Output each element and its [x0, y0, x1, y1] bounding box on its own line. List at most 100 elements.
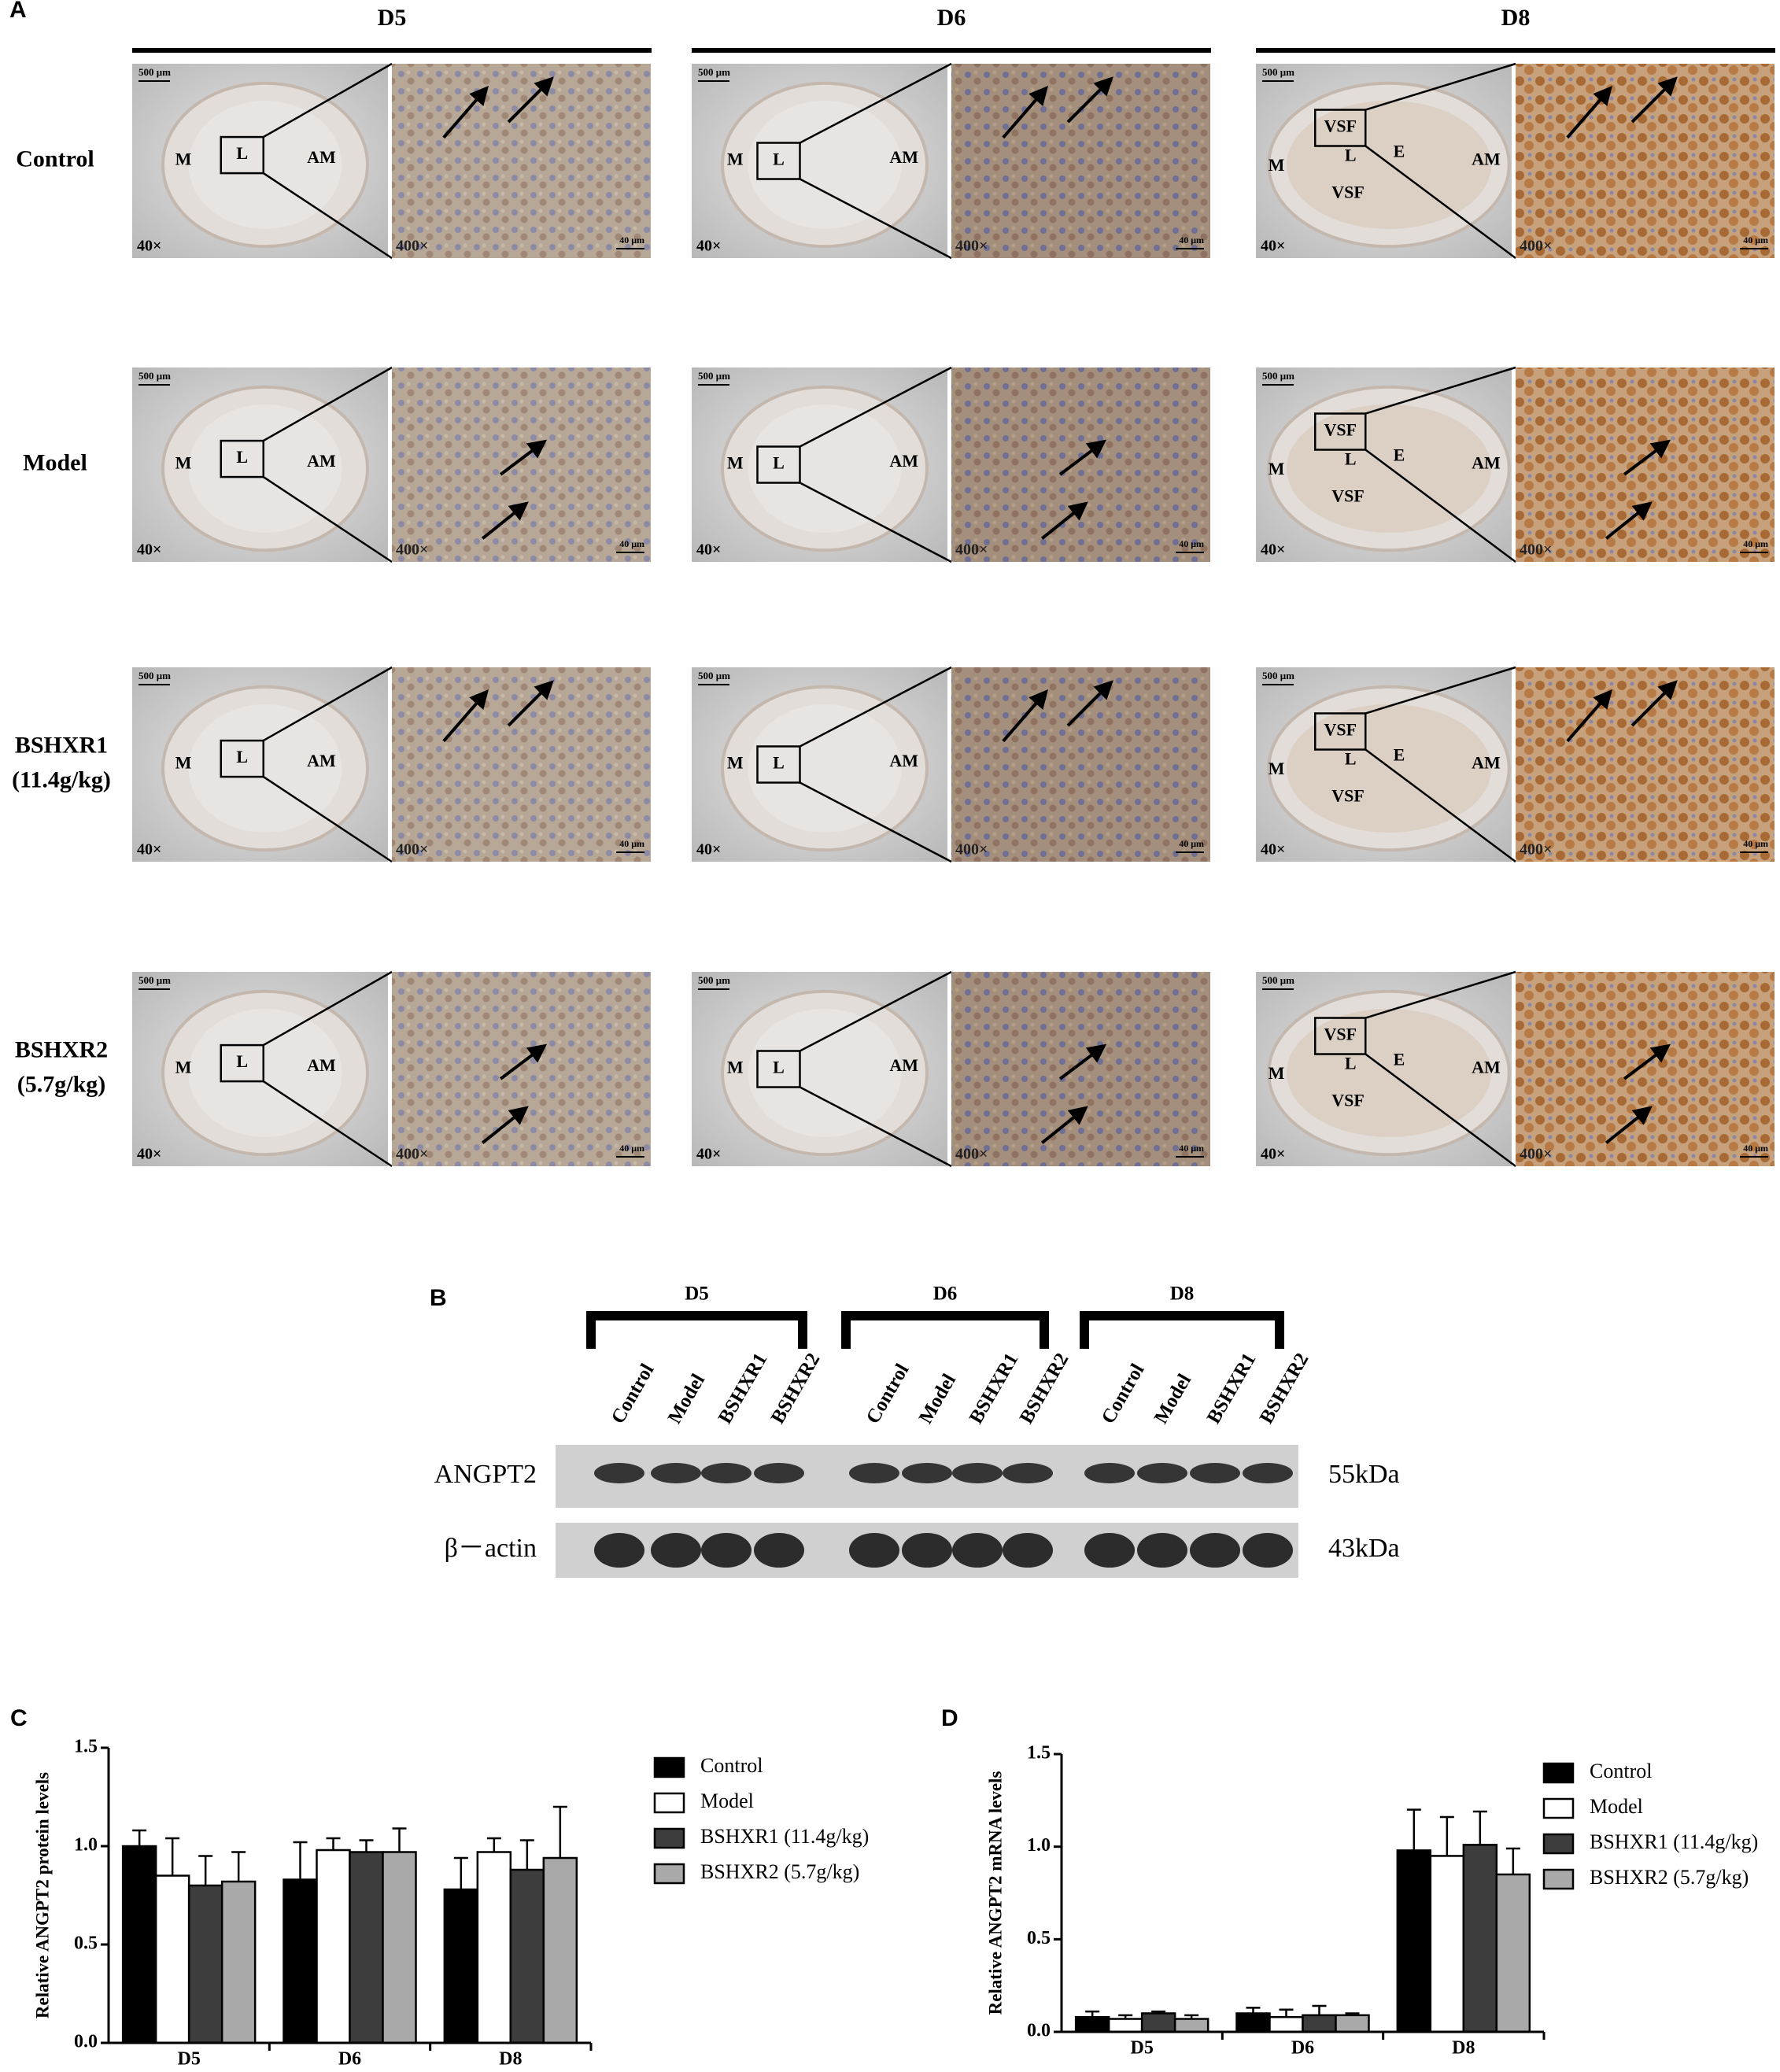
band-name: ANGPT2 — [434, 1460, 537, 1489]
error-bar — [1505, 1847, 1520, 1874]
magnification: 40× — [137, 1146, 161, 1163]
y-tick-label: 0.5 — [1027, 1928, 1051, 1948]
arrow — [507, 76, 554, 124]
arrow — [1066, 76, 1113, 124]
legend-swatch — [1542, 1833, 1575, 1855]
blot-band — [651, 1533, 701, 1568]
region-label: AM — [1472, 1058, 1501, 1077]
micrograph-high — [951, 667, 1210, 862]
tissue-inner — [1287, 1008, 1491, 1137]
blot-band — [849, 1463, 899, 1483]
blot-band — [594, 1533, 644, 1568]
region-label: L — [773, 753, 785, 773]
arrow — [1623, 1043, 1671, 1080]
region-label: AM — [889, 751, 918, 770]
error-bar — [293, 1841, 308, 1880]
inset-box — [756, 445, 801, 484]
inset-box — [220, 439, 264, 478]
region-label: VSF — [1331, 486, 1365, 506]
error-bar — [132, 1829, 147, 1846]
group-label: D5 — [685, 1283, 709, 1305]
magnification: 400× — [396, 841, 428, 859]
region-label: L — [773, 1058, 785, 1077]
arrow — [1605, 501, 1653, 540]
zoom-line — [263, 970, 393, 1047]
scale-label: 500 μm — [1262, 670, 1294, 681]
legend-label: BSHXR2 (5.7g/kg) — [700, 1860, 859, 1883]
arrow — [1002, 689, 1049, 743]
lane-label: BSHXR1 — [715, 1350, 772, 1428]
arrow — [1002, 85, 1049, 139]
magnification: 400× — [1520, 1146, 1552, 1163]
region-label: VSF — [1324, 116, 1357, 136]
tissue-inner — [188, 704, 342, 833]
bar — [443, 1888, 479, 2044]
zoom-line — [263, 476, 393, 563]
micrograph-high — [1516, 667, 1774, 862]
legend-label: Control — [700, 1754, 763, 1777]
micrograph-high — [392, 367, 651, 562]
region-label: E — [1394, 142, 1405, 161]
inset-box — [756, 142, 801, 180]
panel-label: B — [430, 1285, 447, 1311]
scale-label: 500 μm — [138, 66, 171, 78]
legend-swatch — [653, 1827, 685, 1849]
row-dose: (5.7g/kg) — [17, 1071, 106, 1097]
panel-b: B — [430, 1285, 447, 1311]
y-tick-label: 1.0 — [1027, 1835, 1051, 1856]
magnification: 40× — [1261, 238, 1285, 255]
bar — [1429, 1855, 1465, 2033]
region-label: M — [1269, 1063, 1285, 1083]
scale-label: 500 μm — [1262, 66, 1294, 78]
group-label: D6 — [933, 1283, 958, 1305]
bar — [382, 1851, 417, 2044]
blot-band — [1137, 1463, 1187, 1483]
legend-label: BSHXR2 (5.7g/kg) — [1590, 1866, 1749, 1889]
magnification: 400× — [955, 841, 988, 859]
blot-band — [754, 1533, 804, 1568]
error-bar — [486, 1837, 501, 1852]
scale-label: 40 μm — [619, 838, 644, 849]
region-label: M — [727, 753, 744, 773]
magnification: 400× — [1520, 541, 1552, 559]
inset-box — [220, 1043, 264, 1083]
region-label: L — [773, 150, 785, 169]
blot-band — [849, 1533, 899, 1568]
error-bar — [1406, 1808, 1421, 1851]
blot-band — [902, 1463, 952, 1483]
magnification: 400× — [396, 541, 428, 559]
arrow — [481, 501, 529, 540]
scale-label: 40 μm — [1179, 235, 1204, 246]
error-bar — [1312, 2004, 1327, 2015]
magnification: 40× — [696, 1146, 721, 1163]
bar — [1074, 2015, 1110, 2033]
zoom-line — [799, 366, 952, 448]
blot-band — [701, 1533, 752, 1568]
region-label: L — [236, 143, 248, 163]
scale-label: 500 μm — [138, 370, 171, 382]
band-name: β－actin — [445, 1534, 537, 1563]
scale-label: 40 μm — [1743, 838, 1768, 849]
blot-band — [1003, 1533, 1053, 1568]
y-tick-label: 0.5 — [74, 1933, 98, 1954]
bar — [220, 1880, 257, 2044]
region-label: L — [1345, 749, 1357, 769]
blot-band — [594, 1463, 644, 1483]
magnification: 40× — [1261, 841, 1285, 859]
panel-label: D — [941, 1705, 958, 1731]
region-label: M — [175, 753, 192, 773]
arrow — [1630, 680, 1678, 727]
region-label: M — [175, 150, 192, 169]
blot-band — [754, 1463, 804, 1483]
region-label: AM — [307, 1055, 336, 1075]
error-bar — [165, 1837, 180, 1876]
region-label: AM — [889, 451, 918, 471]
bar — [121, 1845, 157, 2044]
scale-label: 500 μm — [138, 974, 171, 986]
lane-label: Model — [664, 1370, 709, 1427]
legend-swatch — [1542, 1762, 1575, 1784]
region-label: AM — [889, 1055, 918, 1075]
blot-band — [1190, 1463, 1240, 1483]
arrow — [1566, 689, 1613, 743]
y-tick-label: 0.0 — [74, 2032, 98, 2052]
